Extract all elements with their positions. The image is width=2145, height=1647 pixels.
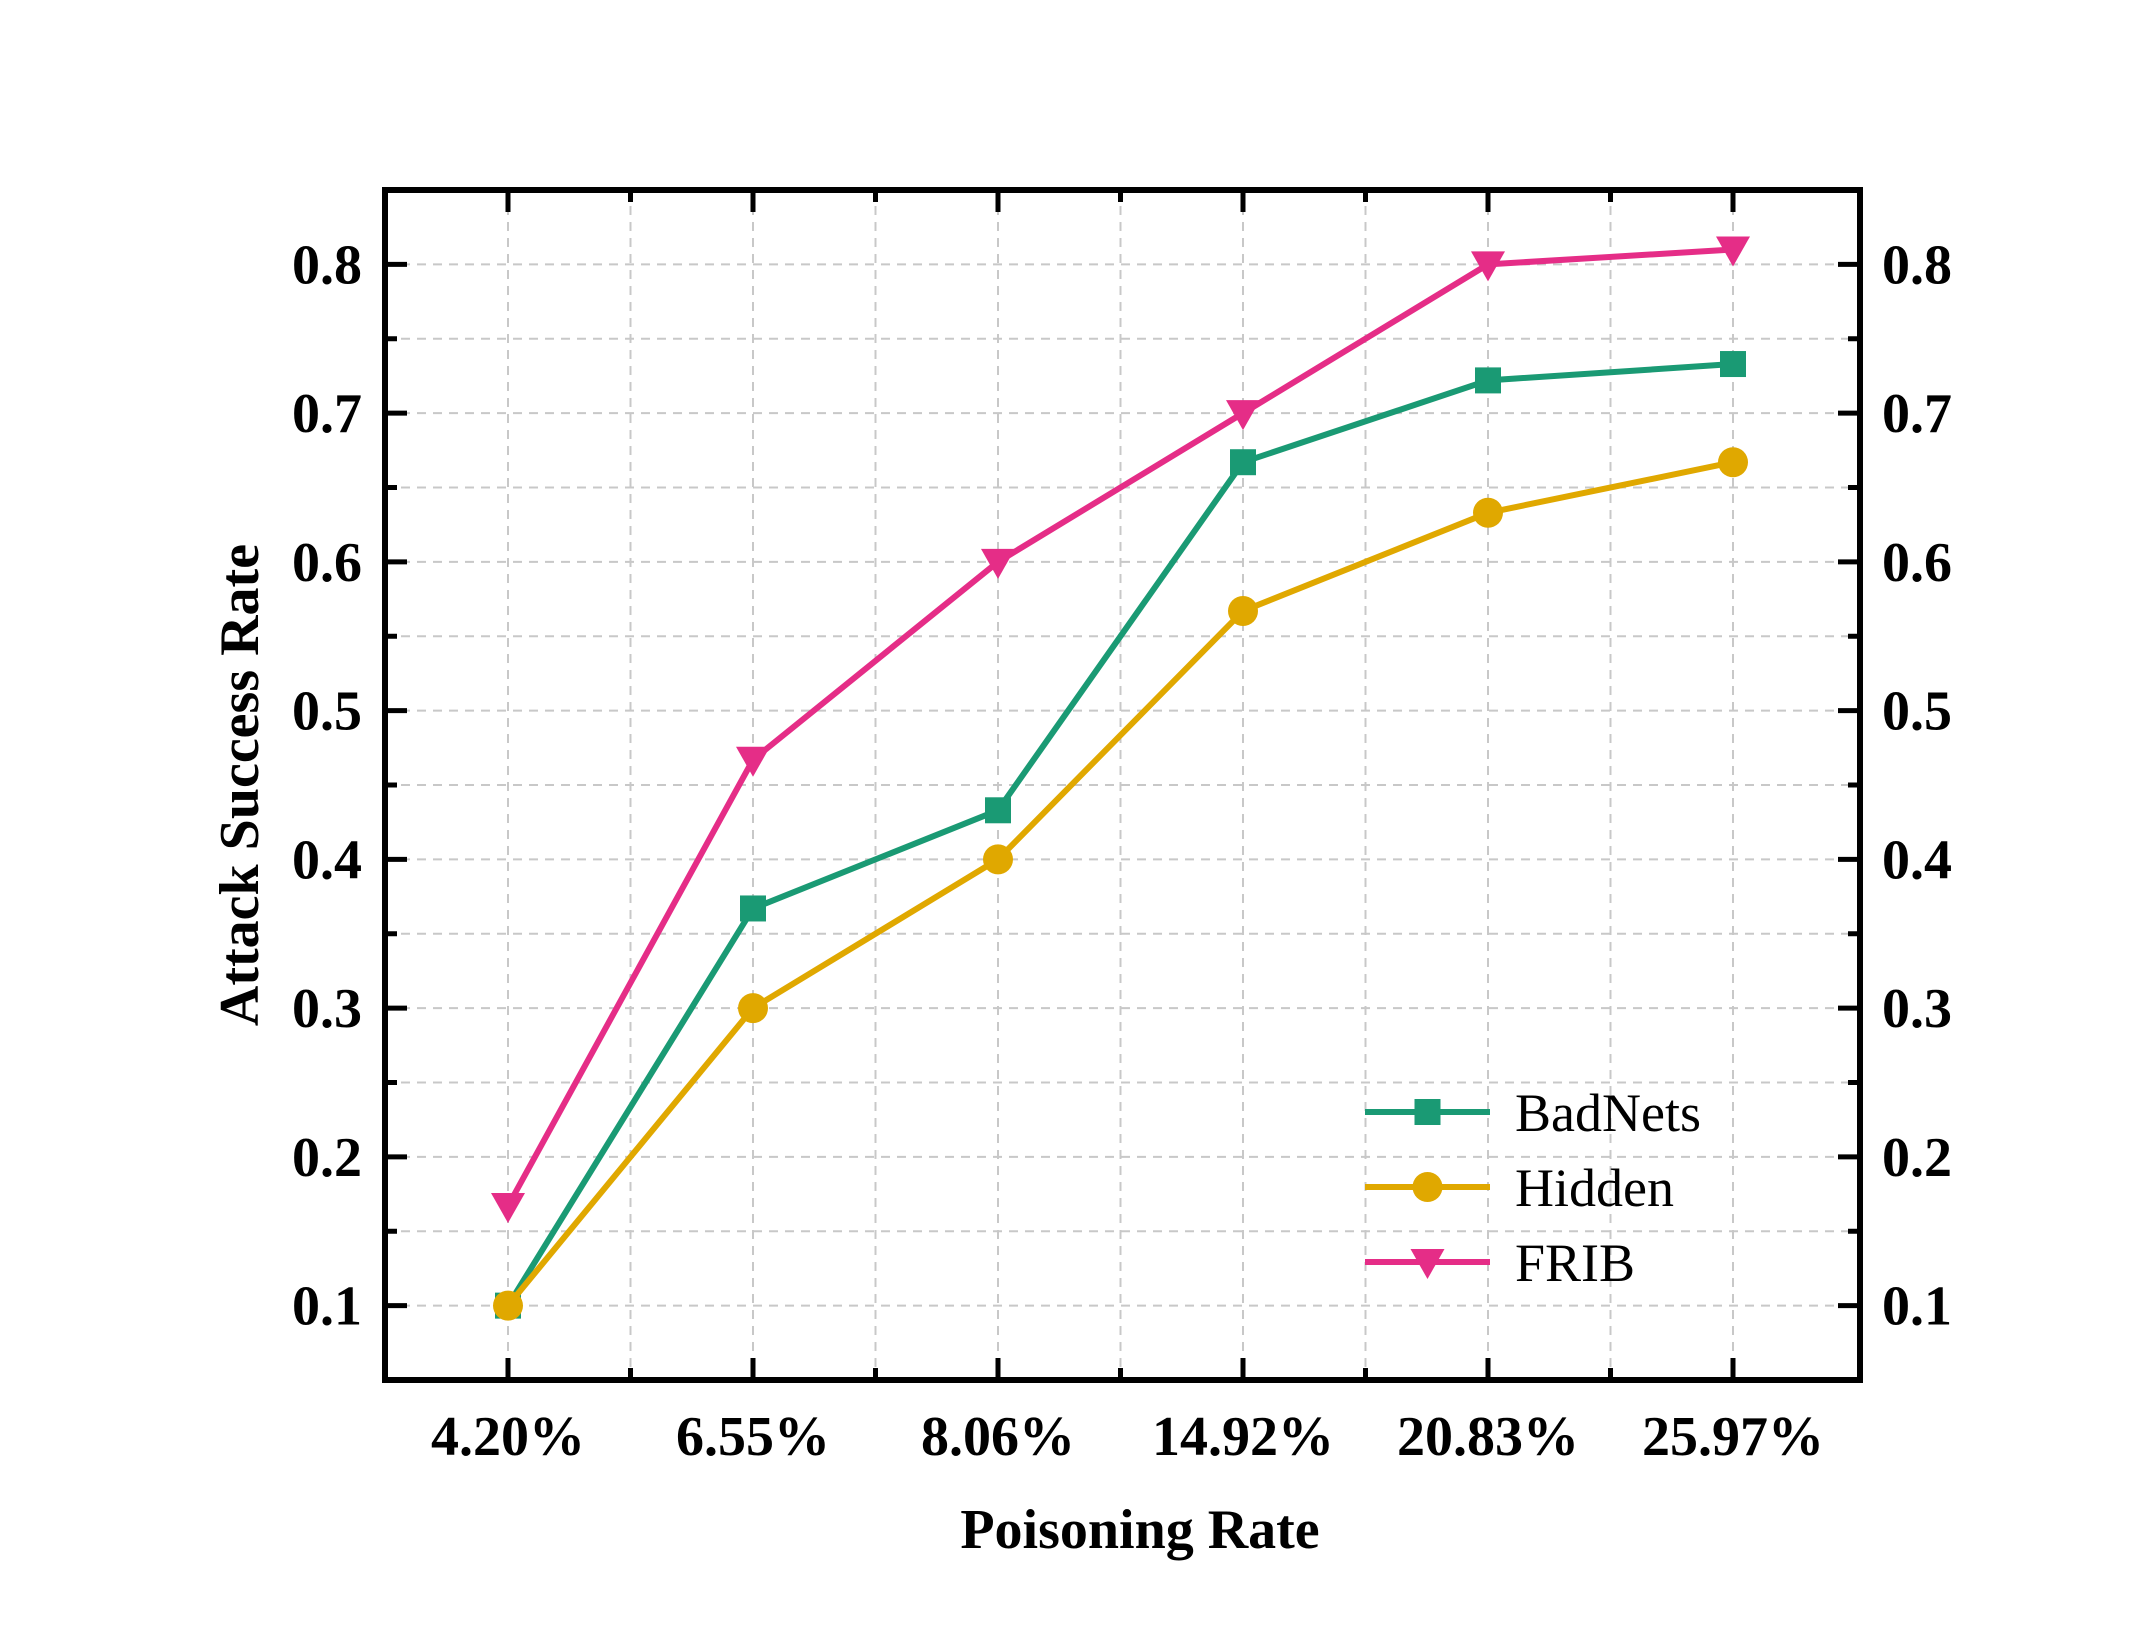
y-tick-label-right: 0.8 xyxy=(1882,234,1952,296)
y-tick-label-right: 0.1 xyxy=(1882,1276,1952,1338)
x-tick-label: 8.06% xyxy=(921,1406,1075,1468)
y-tick-label-right: 0.6 xyxy=(1882,532,1952,594)
series-line-badnets xyxy=(505,361,1734,1308)
y-axis-left-labels: 0.1 0.2 0.3 0.4 0.5 0.6 0.7 0.8 xyxy=(292,234,362,1337)
data-point-badnets xyxy=(1475,367,1501,394)
y-tick-label-left: 0.4 xyxy=(292,829,362,891)
data-point-hidden xyxy=(983,844,1013,875)
y-tick-label-left: 0.5 xyxy=(292,681,362,743)
series-badnets xyxy=(495,351,1746,1319)
y-tick-label-left: 0.3 xyxy=(292,978,362,1040)
data-point-frib xyxy=(736,746,770,777)
series-hidden xyxy=(493,447,1748,1321)
legend-item-hidden: Hidden xyxy=(1365,1158,1674,1218)
data-point-frib xyxy=(491,1192,525,1223)
y-axis-right-labels: 0.1 0.2 0.3 0.4 0.5 0.6 0.7 0.8 xyxy=(1882,234,1952,1337)
y-tick-label-right: 0.2 xyxy=(1882,1127,1952,1189)
y-tick-label-right: 0.4 xyxy=(1882,829,1952,891)
x-tick-label: 25.97% xyxy=(1642,1406,1824,1468)
legend-label-badnets: BadNets xyxy=(1515,1083,1701,1143)
y-tick-label-left: 0.2 xyxy=(292,1127,362,1189)
legend: BadNets Hidden FRIB xyxy=(1365,1083,1701,1293)
data-point-badnets xyxy=(740,895,766,922)
y-tick-label-left: 0.1 xyxy=(292,1276,362,1338)
x-tick-label: 6.55% xyxy=(676,1406,830,1468)
legend-marker-badnets xyxy=(1414,1099,1441,1125)
y-axis-title: Attack Success Rate xyxy=(209,544,271,1026)
legend-label-hidden: Hidden xyxy=(1515,1158,1674,1218)
data-point-hidden xyxy=(1473,497,1503,528)
data-point-hidden xyxy=(738,993,768,1024)
data-point-frib xyxy=(1226,400,1260,431)
legend-label-frib: FRIB xyxy=(1515,1233,1635,1293)
ticks xyxy=(385,190,1860,1380)
data-point-hidden xyxy=(1718,447,1748,478)
y-tick-label-left: 0.6 xyxy=(292,532,362,594)
y-tick-label-right: 0.3 xyxy=(1882,978,1952,1040)
y-tick-label-right: 0.7 xyxy=(1882,383,1952,445)
y-tick-label-left: 0.7 xyxy=(292,383,362,445)
data-point-hidden xyxy=(1228,595,1258,626)
legend-item-badnets: BadNets xyxy=(1365,1083,1701,1143)
series-line-hidden xyxy=(505,459,1734,1308)
data-point-badnets xyxy=(985,797,1011,824)
legend-marker-frib xyxy=(1410,1249,1445,1279)
series-line-frib xyxy=(505,246,1734,1208)
data-point-hidden xyxy=(493,1290,523,1321)
legend-marker-hidden xyxy=(1412,1172,1443,1202)
data-point-badnets xyxy=(1720,351,1746,378)
x-tick-label: 4.20% xyxy=(431,1406,585,1468)
x-axis-labels: 4.20% 6.55% 8.06% 14.92% 20.83% 25.97% xyxy=(431,1406,1824,1468)
legend-item-frib: FRIB xyxy=(1365,1233,1635,1293)
data-point-frib xyxy=(1471,251,1505,282)
data-point-badnets xyxy=(1230,449,1256,476)
y-tick-label-left: 0.8 xyxy=(292,234,362,296)
data-point-frib xyxy=(981,548,1015,579)
x-axis-title: Poisoning Rate xyxy=(960,1499,1319,1561)
y-tick-label-right: 0.5 xyxy=(1882,681,1952,743)
data-point-frib xyxy=(1716,236,1750,267)
x-tick-label: 20.83% xyxy=(1397,1406,1579,1468)
x-tick-label: 14.92% xyxy=(1152,1406,1334,1468)
series-layer xyxy=(491,236,1750,1321)
series-frib xyxy=(491,236,1750,1223)
